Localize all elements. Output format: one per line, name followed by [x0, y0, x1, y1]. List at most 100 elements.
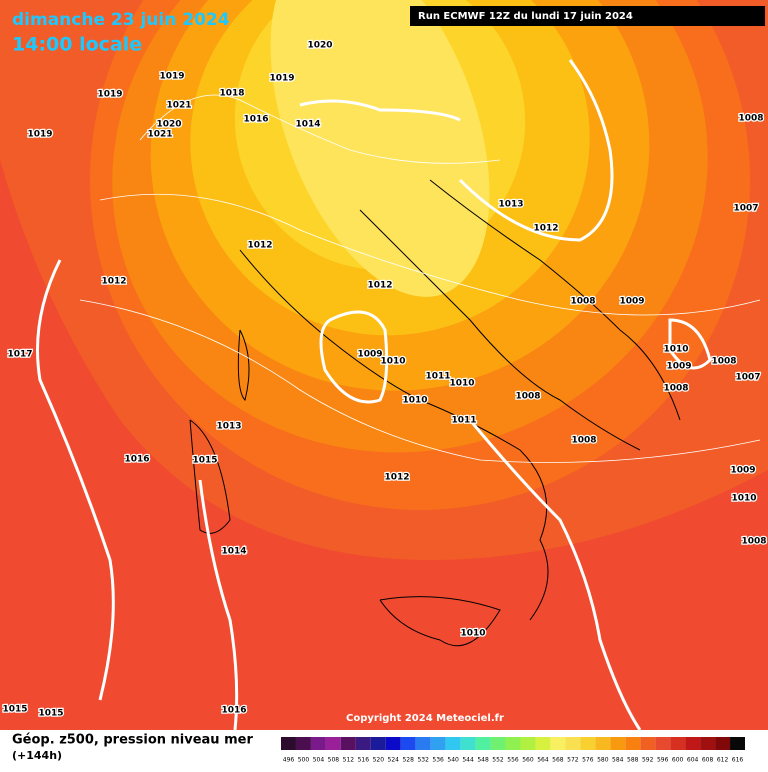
scale-label: 596: [657, 757, 669, 764]
scale-swatch: [325, 737, 341, 750]
scale-label: 496: [283, 757, 295, 764]
color-scale: 496 500 504 508 512 516 520 524 528 532 536 540 544 5…: [281, 737, 745, 764]
scale-label: 584: [612, 757, 624, 764]
scale-label: 580: [597, 757, 609, 764]
isobar-label: 1012: [367, 281, 392, 291]
scale-label: 552: [492, 757, 504, 764]
isobars: [36, 59, 761, 731]
scale-swatch: [685, 737, 701, 750]
scale-swatch: [385, 737, 401, 750]
scale-swatch: [445, 737, 461, 750]
isobar-label: 1019: [159, 72, 184, 82]
isobar-label: 1018: [219, 89, 244, 99]
scale-label: 572: [567, 757, 579, 764]
scale-label: 604: [687, 757, 699, 764]
isobar-label: 1007: [735, 373, 760, 383]
scale-swatch: [310, 737, 326, 750]
copyright: Copyright 2024 Meteociel.fr: [346, 713, 504, 724]
scale-swatch: [460, 737, 476, 750]
isobar-label: 1010: [402, 396, 427, 406]
run-info: Run ECMWF 12Z du lundi 17 juin 2024: [418, 11, 633, 22]
isobar-label: 1009: [619, 297, 644, 307]
isobar-label: 1015: [192, 456, 217, 466]
scale-label: 516: [358, 757, 370, 764]
scale-swatch: [295, 737, 311, 750]
isobar-label: 1011: [451, 416, 476, 426]
isobar-label: 1021: [166, 101, 191, 111]
scale-swatch: [655, 737, 671, 750]
isobar-label: 1021: [147, 130, 172, 140]
scale-label: 576: [582, 757, 594, 764]
isobar-label: 1014: [221, 547, 246, 557]
scale-label: 504: [313, 757, 325, 764]
scale-swatch: [610, 737, 626, 750]
scale-swatch: [715, 737, 731, 750]
isobar-label: 1019: [27, 130, 52, 140]
scale-label: 528: [402, 757, 414, 764]
isobar-label: 1010: [380, 357, 405, 367]
scale-swatch: [640, 737, 656, 750]
isobar-label: 1008: [515, 392, 540, 402]
isobar-label: 1016: [124, 455, 149, 465]
legend-lead: (+144h): [12, 749, 62, 762]
scale-swatch: [520, 737, 536, 750]
run-box: [410, 6, 765, 26]
isobar-label: 1015: [2, 705, 27, 715]
scale-label: 508: [328, 757, 340, 764]
scale-label: 564: [537, 757, 549, 764]
scale-swatch: [415, 737, 431, 750]
isobar-label: 1012: [384, 473, 409, 483]
isobar-label: 1007: [733, 204, 758, 214]
scale-label: 592: [642, 757, 654, 764]
isobar-label: 1008: [741, 537, 766, 547]
isobar-label: 1013: [216, 422, 241, 432]
scale-swatch: [700, 737, 716, 750]
subtitle: 14:00 locale: [12, 34, 142, 56]
isobar-label: 1016: [221, 706, 246, 716]
scale-swatch: [535, 737, 551, 750]
scale-swatch: [595, 737, 611, 750]
isobar-label: 1008: [663, 384, 688, 394]
isobar-label: 1020: [307, 41, 332, 51]
scale-label: 512: [343, 757, 355, 764]
isobar-label: 1010: [460, 629, 485, 639]
scale-swatch: [340, 737, 356, 750]
isobar-label: 1010: [449, 379, 474, 389]
isobar-label: 1010: [731, 494, 756, 504]
scale-swatch: [475, 737, 491, 750]
scale-label: 588: [627, 757, 639, 764]
scale-swatch: [505, 737, 521, 750]
scale-label: 532: [417, 757, 429, 764]
scale-swatch: [355, 737, 371, 750]
scale-label: 500: [298, 757, 310, 764]
scale-label: 560: [522, 757, 534, 764]
coastlines: [189, 179, 681, 647]
scale-swatch: [550, 737, 566, 750]
scale-label: 600: [672, 757, 684, 764]
scale-label: 612: [717, 757, 729, 764]
isobar-label: 1016: [243, 115, 268, 125]
scale-swatch: [430, 737, 446, 750]
scale-label: 568: [552, 757, 564, 764]
isobar-label: 1020: [156, 120, 181, 130]
scale-swatch: [625, 737, 641, 750]
scale-label: 548: [477, 757, 489, 764]
isobar-label: 1010: [663, 345, 688, 355]
scale-label: 524: [388, 757, 400, 764]
isobar-label: 1009: [357, 350, 382, 360]
isobar-label: 1011: [425, 372, 450, 382]
scale-swatch: [730, 737, 745, 750]
isobar-label: 1008: [711, 357, 736, 367]
isobar-label: 1019: [269, 74, 294, 84]
scale-label: 608: [702, 757, 714, 764]
isobar-label: 1012: [533, 224, 558, 234]
isobar-label: 1014: [295, 120, 320, 130]
scale-swatch: [370, 737, 386, 750]
scale-swatch: [400, 737, 416, 750]
isobar-label: 1012: [247, 241, 272, 251]
legend-title: Géop. z500, pression niveau mer: [12, 733, 253, 748]
scale-swatch: [490, 737, 506, 750]
isobar-label: 1013: [498, 200, 523, 210]
